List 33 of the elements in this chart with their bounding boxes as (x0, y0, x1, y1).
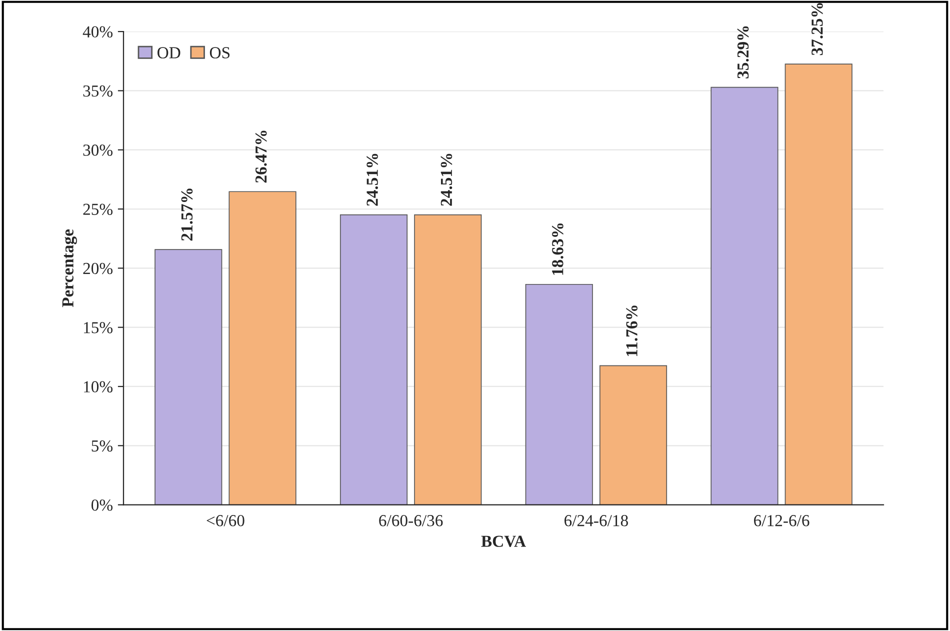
data-label: 37.25% (812, 3, 823, 56)
data-label: 18.63% (552, 223, 564, 275)
data-label: 24.51% (440, 154, 452, 206)
data-label: 26.47% (255, 130, 267, 183)
y-tick-label: 30% (83, 144, 113, 156)
y-axis-title: Percentage (62, 229, 77, 308)
y-tick-label: 35% (83, 85, 113, 97)
x-tick-label: 6/60-6/36 (379, 515, 443, 526)
bar (710, 86, 778, 505)
data-label: 21.57% (181, 188, 193, 241)
data-label: 24.51% (366, 154, 378, 206)
x-tick-label: 6/24-6/18 (564, 515, 628, 526)
legend-label: OD (158, 47, 180, 58)
y-tick-label: 25% (83, 204, 113, 216)
y-tick-label: 40% (82, 26, 113, 38)
data-label: 35.29% (737, 26, 749, 78)
data-label: 11.76% (626, 306, 638, 356)
bar (525, 284, 593, 505)
y-tick-label: 0% (92, 500, 113, 511)
bar (414, 214, 482, 505)
y-tick-label: 15% (84, 322, 113, 334)
x-axis-title: BCVA (481, 536, 526, 548)
bar (228, 191, 296, 505)
bar (154, 249, 222, 505)
x-tick-label: <6/60 (206, 515, 244, 526)
bar (599, 365, 668, 505)
x-tick-label: 6/12-6/6 (754, 515, 810, 526)
y-tick-label: 20% (83, 262, 113, 274)
bar (340, 214, 408, 505)
bar (784, 64, 852, 505)
y-tick-label: 5% (92, 440, 113, 452)
legend-label: OS (210, 47, 230, 58)
y-tick-label: 10% (84, 381, 113, 392)
